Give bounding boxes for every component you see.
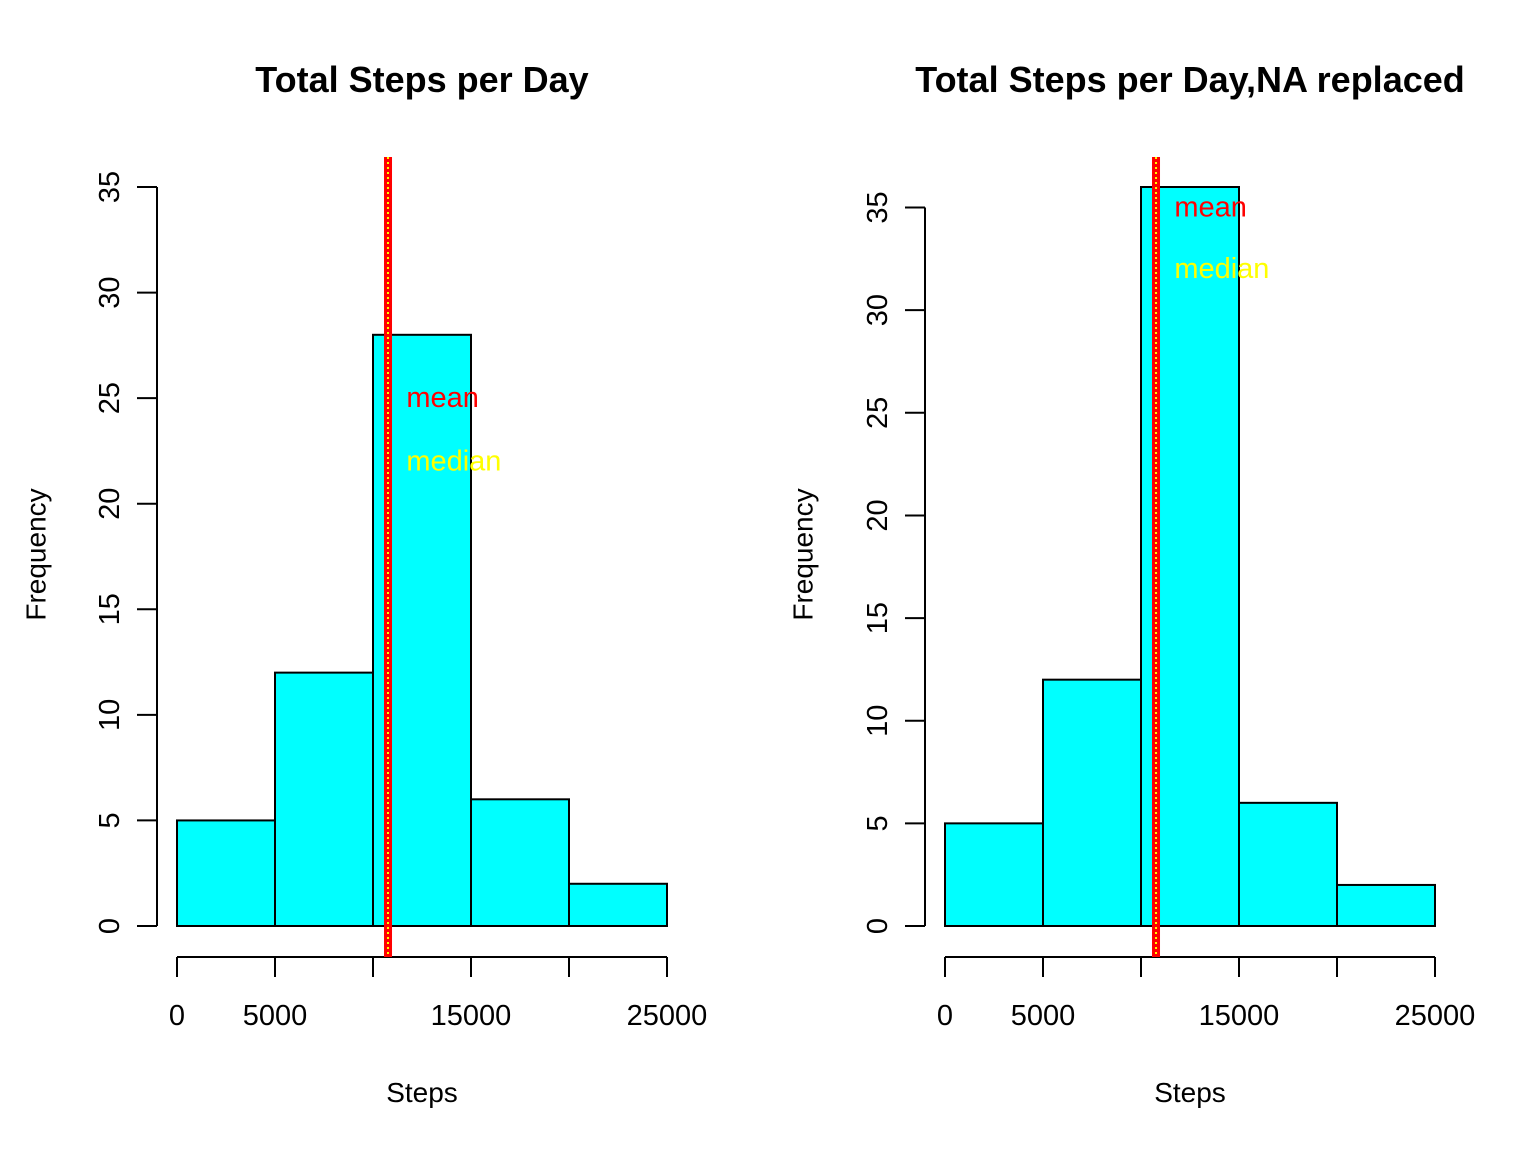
histogram-bar	[274, 671, 374, 928]
x-tick-label: 5000	[243, 1000, 308, 1032]
y-tick-label: 20	[862, 499, 894, 531]
y-tick-label: 5	[862, 815, 894, 831]
histogram-bar	[1238, 801, 1338, 927]
x-tick-label: 25000	[627, 1000, 708, 1032]
y-tick-label: 30	[94, 276, 126, 308]
histogram-bar	[176, 819, 276, 928]
mean-annotation: mean	[406, 382, 479, 414]
x-axis-label: Steps	[386, 1077, 458, 1108]
x-tick-label: 25000	[1395, 1000, 1476, 1032]
x-tick-label: 0	[169, 1000, 185, 1032]
y-tick-label: 10	[862, 705, 894, 737]
y-tick-label: 10	[94, 699, 126, 731]
x-tick-label: 15000	[431, 1000, 512, 1032]
median-annotation: median	[406, 445, 501, 477]
y-axis-label: Frequency	[21, 488, 52, 620]
y-tick-label: 20	[94, 488, 126, 520]
y-tick-label: 30	[862, 294, 894, 326]
histogram-bar	[944, 822, 1044, 927]
histogram-bar	[470, 798, 570, 927]
x-tick-label: 15000	[1199, 1000, 1280, 1032]
y-tick-label: 0	[94, 918, 126, 934]
y-tick-label: 5	[94, 812, 126, 828]
y-tick-label: 35	[862, 191, 894, 223]
y-tick-label: 35	[94, 171, 126, 203]
chart-title: Total Steps per Day	[255, 59, 588, 100]
histogram-panel-1: Total Steps per Day 0 5 10 15 20 25 30 35 0 5000 15…	[21, 59, 708, 1108]
y-tick-label: 0	[862, 918, 894, 934]
y-tick-label: 25	[862, 397, 894, 429]
x-axis-label: Steps	[1154, 1077, 1226, 1108]
histogram-bar	[1042, 678, 1142, 928]
median-annotation: median	[1174, 253, 1269, 285]
x-tick-label: 0	[937, 1000, 953, 1032]
y-tick-label: 25	[94, 382, 126, 414]
histogram-bar	[1336, 883, 1436, 928]
chart-title: Total Steps per Day,NA replaced	[915, 59, 1465, 100]
histogram-bar	[568, 882, 668, 927]
x-tick-label: 5000	[1011, 1000, 1076, 1032]
y-axis-label: Frequency	[788, 488, 819, 620]
y-tick-label: 15	[862, 602, 894, 634]
mean-annotation: mean	[1174, 192, 1247, 224]
y-tick-label: 15	[94, 593, 126, 625]
histogram-panel-2: Total Steps per Day,NA replaced 0 5 10 15 20 2…	[788, 59, 1476, 1108]
